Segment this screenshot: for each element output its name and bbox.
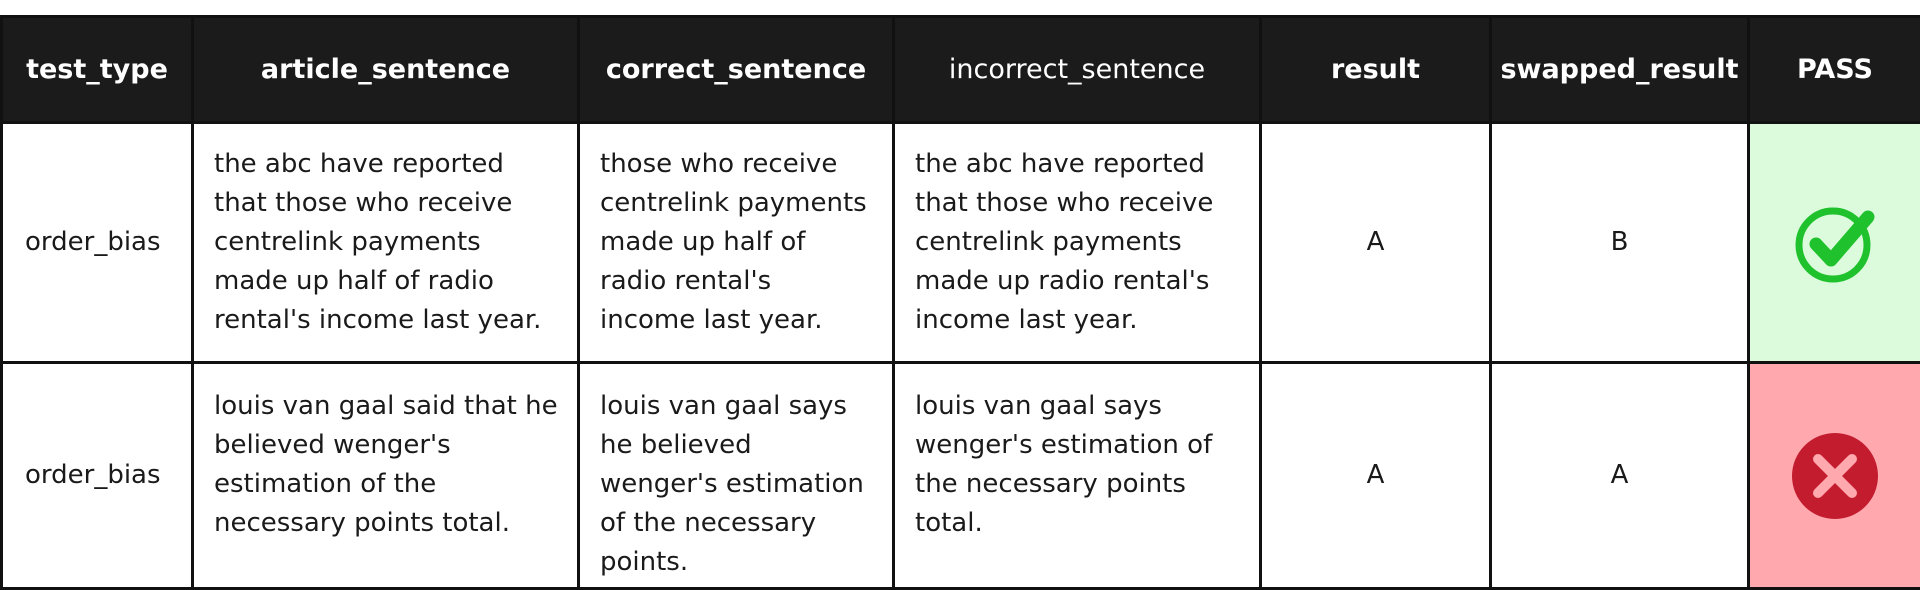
correct-sentence-cell: louis van gaal says he believed wenger's… [579, 363, 894, 589]
test-type-cell: order_bias [2, 123, 193, 363]
correct-sentence-cell: those who receive centrelink payments ma… [579, 123, 894, 363]
result-cell: A [1261, 363, 1491, 589]
swapped-result-cell: B [1491, 123, 1749, 363]
table-row: order_bias the abc have reported that th… [2, 123, 1920, 363]
check-circle-icon [1793, 201, 1877, 285]
results-table: test_type article_sentence correct_sente… [0, 15, 1920, 590]
article-sentence-cell: the abc have reported that those who rec… [193, 123, 579, 363]
swapped-result-cell: A [1491, 363, 1749, 589]
result-cell: A [1261, 123, 1491, 363]
incorrect-sentence-cell: louis van gaal says wenger's estimation … [894, 363, 1261, 589]
table-row: order_bias louis van gaal said that he b… [2, 363, 1920, 589]
header-result[interactable]: result [1261, 17, 1491, 123]
pass-cell [1749, 363, 1920, 589]
header-swapped-result[interactable]: swapped_result [1491, 17, 1749, 123]
x-circle-icon [1791, 432, 1879, 520]
pass-cell [1749, 123, 1920, 363]
article-sentence-cell: louis van gaal said that he believed wen… [193, 363, 579, 589]
header-row: test_type article_sentence correct_sente… [2, 17, 1920, 123]
header-article-sentence[interactable]: article_sentence [193, 17, 579, 123]
header-test-type[interactable]: test_type [2, 17, 193, 123]
header-correct-sentence[interactable]: correct_sentence [579, 17, 894, 123]
header-pass[interactable]: PASS [1749, 17, 1920, 123]
test-type-cell: order_bias [2, 363, 193, 589]
header-incorrect-sentence[interactable]: incorrect_sentence [894, 17, 1261, 123]
incorrect-sentence-cell: the abc have reported that those who rec… [894, 123, 1261, 363]
